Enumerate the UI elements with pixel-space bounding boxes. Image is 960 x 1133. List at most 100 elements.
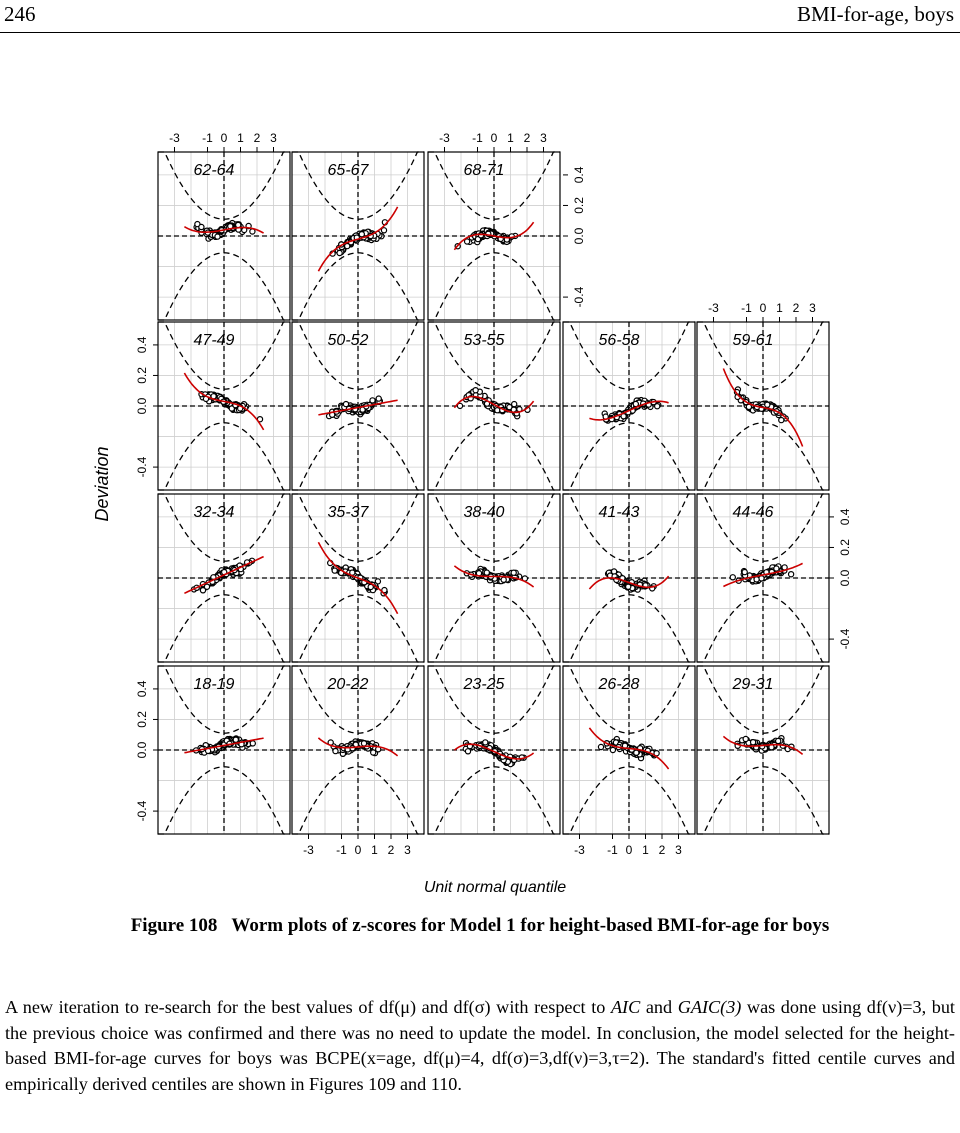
worm-panel: 59-61 <box>696 321 830 491</box>
panel-label: 38-40 <box>464 504 505 521</box>
panel-frame <box>427 665 561 835</box>
data-point <box>753 576 760 583</box>
x-tick-label: 2 <box>524 131 531 145</box>
panel-label: 32-34 <box>194 504 235 521</box>
figure-number: Figure 108 <box>130 915 218 936</box>
y-tick-label: -0.4 <box>838 628 852 649</box>
x-tick-label: 2 <box>659 843 666 857</box>
data-point <box>609 746 617 754</box>
y-tick-label: -0.4 <box>135 456 149 477</box>
panel-label: 53-55 <box>464 332 505 349</box>
aic-term: AIC <box>610 997 641 1017</box>
confidence-band-lower <box>292 422 424 491</box>
confidence-band-upper <box>428 321 560 390</box>
x-tick-label: -1 <box>202 131 213 145</box>
panel-label: 65-67 <box>328 162 370 179</box>
worm-panel: 68-71 <box>427 151 561 321</box>
confidence-band-lower <box>563 766 695 835</box>
fitted-curve <box>184 737 264 754</box>
confidence-band-upper <box>697 665 829 734</box>
x-tick-label: 1 <box>371 843 378 857</box>
confidence-band-lower <box>428 252 560 321</box>
x-tick-label: 3 <box>809 301 816 315</box>
worm-panel: 65-67 <box>291 151 425 321</box>
data-point <box>741 568 748 576</box>
confidence-band-lower <box>563 422 695 491</box>
x-tick-label: -3 <box>708 301 719 315</box>
y-tick-label: 0.2 <box>572 197 586 214</box>
fitted-curve <box>317 541 399 615</box>
worm-panel: 32-34 <box>157 493 291 663</box>
left-axis-row2: -0.4 0.0 0.2 0.4 <box>135 336 158 477</box>
panel-label: 56-58 <box>599 332 640 349</box>
data-point <box>369 397 376 404</box>
worm-panel: 38-40 <box>427 493 561 663</box>
fitted-curve <box>453 221 535 251</box>
data-point <box>370 749 377 756</box>
data-point <box>232 736 239 744</box>
y-tick-label: 0.0 <box>572 227 586 244</box>
data-point <box>336 249 343 257</box>
x-tick-label: 2 <box>388 843 395 857</box>
data-point <box>500 576 507 584</box>
worm-panel: 18-19 <box>157 665 291 835</box>
y-tick-label: 0.2 <box>135 367 149 384</box>
body-paragraph: A new iteration to re-search for the bes… <box>5 997 955 1094</box>
x-tick-label: -1 <box>472 131 483 145</box>
data-point <box>483 569 490 576</box>
worm-panel: 53-55 <box>427 321 561 491</box>
data-point <box>775 737 782 745</box>
panel-frame <box>427 321 561 491</box>
x-tick-label: 0 <box>626 843 633 857</box>
data-point <box>249 740 256 747</box>
x-tick-label: 1 <box>237 131 244 145</box>
y-tick-label: 0.4 <box>838 508 852 525</box>
confidence-band-upper <box>292 321 424 390</box>
confidence-band-upper <box>428 665 560 734</box>
running-title: BMI-for-age, boys <box>796 2 954 26</box>
confidence-band-lower <box>158 252 290 321</box>
x-tick-label: -3 <box>574 843 585 857</box>
fitted-curve <box>588 575 670 590</box>
x-tick-label: 3 <box>675 843 682 857</box>
y-tick-label: 0.0 <box>838 569 852 586</box>
fitted-curve <box>184 555 264 595</box>
panel-frame <box>291 493 425 663</box>
bottom-axis-col2: -3 -1 0 1 2 3 <box>303 834 411 857</box>
data-point <box>344 242 351 250</box>
fitted-curve <box>184 225 264 234</box>
panel-label: 47-49 <box>194 332 235 349</box>
data-point <box>632 400 640 408</box>
y-tick-label: -0.4 <box>135 800 149 821</box>
panel-frame <box>696 665 830 835</box>
confidence-band-lower <box>697 594 829 663</box>
worm-plot-figure: 62-64 65-67 68-71 47-49 50-52 53-55 56-58 59-61… <box>92 131 852 896</box>
worm-panel: 50-52 <box>291 321 425 491</box>
y-axis-title: Deviation <box>92 446 112 521</box>
panel-frame <box>562 321 696 491</box>
data-point <box>360 740 368 747</box>
confidence-band-upper <box>428 151 560 220</box>
worm-panel: 44-46 <box>696 493 830 663</box>
gaic-term: GAIC(3) <box>677 997 742 1017</box>
confidence-band-upper <box>697 321 829 390</box>
fitted-curve <box>453 395 535 414</box>
x-tick-label: 3 <box>270 131 277 145</box>
confidence-band-lower <box>292 766 424 835</box>
worm-panel: 20-22 <box>291 665 425 835</box>
panel-label: 62-64 <box>194 162 235 179</box>
x-tick-label: 2 <box>793 301 800 315</box>
data-point <box>472 387 479 394</box>
data-point <box>778 416 785 424</box>
panel-frame <box>291 321 425 491</box>
y-tick-label: 0.4 <box>135 336 149 353</box>
fitted-curve <box>723 562 803 588</box>
data-point <box>464 748 472 755</box>
data-point <box>749 739 757 746</box>
x-tick-label: 0 <box>491 131 498 145</box>
fitted-curve <box>722 368 804 447</box>
page-header: 246 BMI-for-age, boys <box>0 0 960 33</box>
confidence-band-upper <box>563 493 695 562</box>
figure-caption: Figure 108 Worm plots of z-scores for Mod… <box>0 915 960 937</box>
x-tick-label: 0 <box>760 301 767 315</box>
